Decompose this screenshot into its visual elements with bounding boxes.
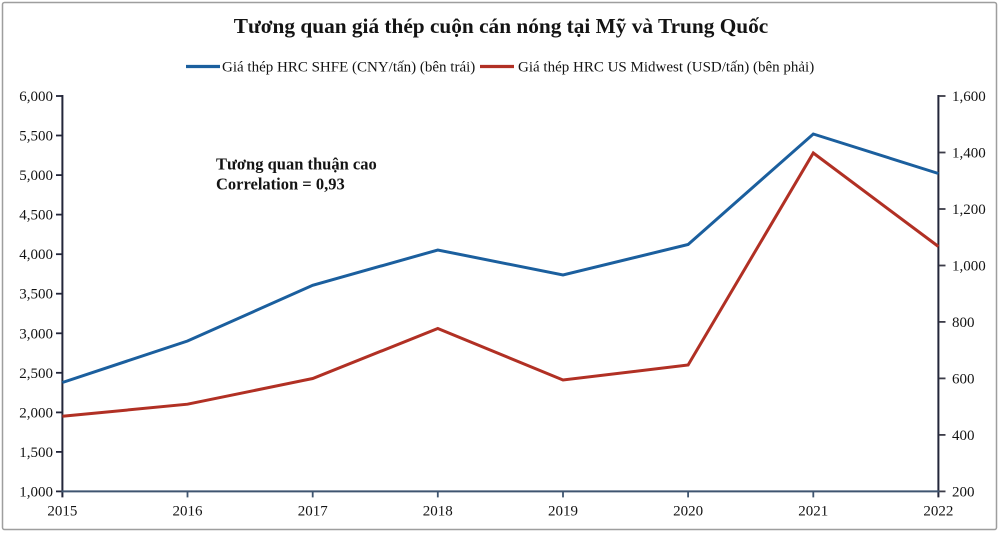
svg-text:2016: 2016 [173,504,204,520]
svg-text:3,000: 3,000 [19,326,53,342]
svg-text:Correlation = 0,93: Correlation = 0,93 [216,175,345,194]
svg-text:800: 800 [952,315,975,331]
svg-text:1,000: 1,000 [952,259,986,275]
svg-text:200: 200 [952,484,975,500]
svg-text:1,400: 1,400 [952,146,986,162]
svg-text:4,000: 4,000 [19,247,53,263]
svg-text:1,600: 1,600 [952,89,986,105]
svg-text:2020: 2020 [673,504,703,520]
svg-text:Tương quan thuận cao: Tương quan thuận cao [216,155,377,174]
svg-text:2018: 2018 [423,504,453,520]
svg-text:2,500: 2,500 [19,366,53,382]
svg-text:2022: 2022 [923,504,953,520]
svg-text:2021: 2021 [798,504,828,520]
svg-text:3,500: 3,500 [19,287,53,303]
svg-text:1,200: 1,200 [952,202,986,218]
svg-text:1,000: 1,000 [19,484,53,500]
svg-text:Giá thép HRC SHFE (CNY/tấn) (b: Giá thép HRC SHFE (CNY/tấn) (bên trái) [222,60,475,76]
svg-text:2019: 2019 [548,504,578,520]
svg-text:2,000: 2,000 [19,405,53,421]
svg-text:6,000: 6,000 [19,89,53,105]
svg-text:Tương quan giá thép cuộn cán n: Tương quan giá thép cuộn cán nóng tại Mỹ… [234,14,768,38]
svg-text:Giá thép HRC US Midwest (USD/t: Giá thép HRC US Midwest (USD/tấn) (bên p… [518,60,814,76]
svg-text:5,000: 5,000 [19,168,53,184]
svg-text:400: 400 [952,428,975,444]
svg-text:2017: 2017 [298,504,329,520]
svg-text:600: 600 [952,371,975,387]
svg-text:5,500: 5,500 [19,129,53,145]
svg-text:2015: 2015 [47,504,77,520]
svg-text:4,500: 4,500 [19,208,53,224]
svg-text:1,500: 1,500 [19,445,53,461]
